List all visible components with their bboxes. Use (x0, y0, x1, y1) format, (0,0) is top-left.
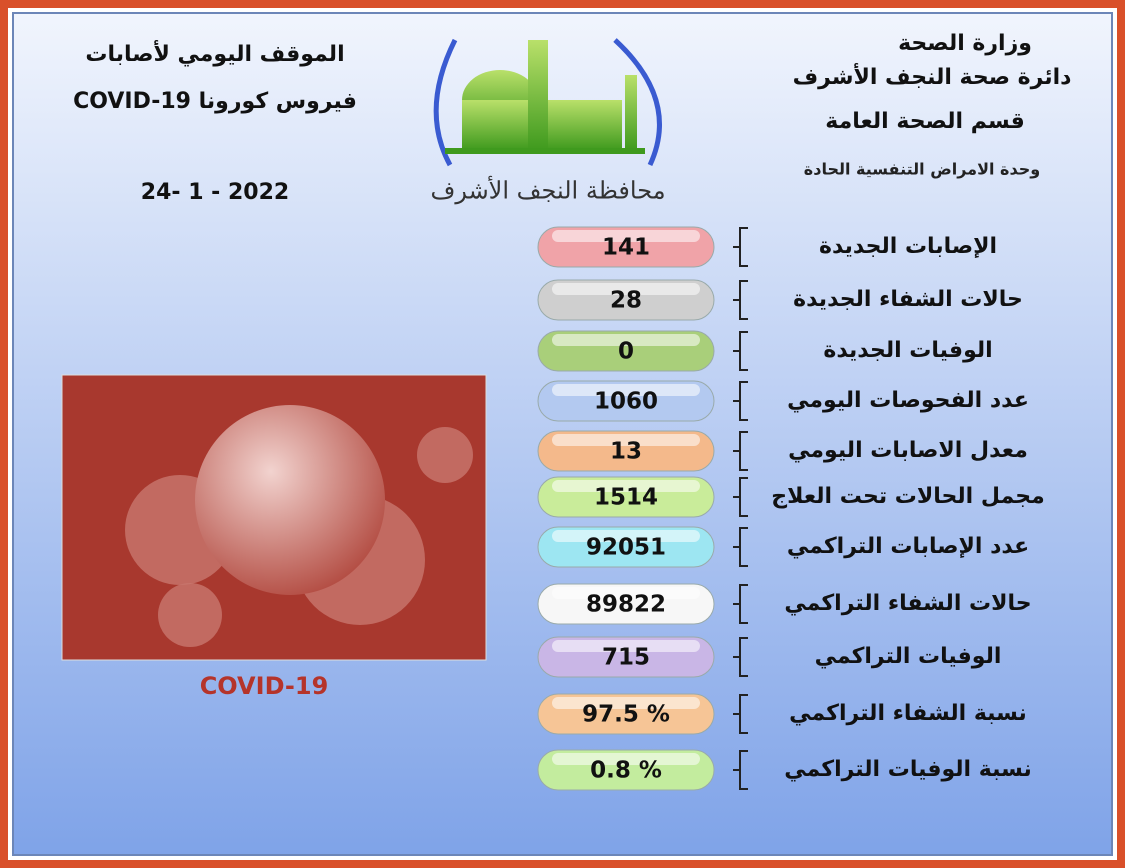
pill-shine (552, 697, 700, 709)
bracket (733, 637, 748, 677)
title-line1: الموقف اليومي لأصابات (85, 39, 344, 67)
stat-label: نسبة الوفيات التراكمي (784, 757, 1031, 782)
pill-shine (552, 753, 700, 765)
stat-value: 715 (602, 645, 650, 671)
stat-label: معدل الاصابات اليومي (788, 438, 1028, 463)
stat-value: 0.8 % (590, 758, 662, 784)
directorate: دائرة صحة النجف الأشرف (793, 62, 1072, 90)
stat-value: 97.5 % (582, 702, 670, 728)
pill-shine (552, 283, 700, 295)
image-caption: COVID-19 (200, 672, 329, 700)
pill-shine (552, 334, 700, 346)
stat-label: عدد الفحوصات اليومي (787, 388, 1029, 413)
pill-shine (552, 230, 700, 242)
stat-label: نسبة الشفاء التراكمي (789, 701, 1027, 726)
department: قسم الصحة العامة (825, 109, 1024, 134)
stat-value: 92051 (586, 535, 666, 561)
bracket (733, 584, 748, 624)
bracket (733, 280, 748, 320)
stat-label: الوفيات التراكمي (815, 644, 1002, 669)
bracket (733, 750, 748, 790)
stat-value: 0 (618, 339, 634, 365)
stat-label: الوفيات الجديدة (823, 338, 992, 363)
stat-value: 28 (610, 288, 642, 314)
virus-image (61, 374, 487, 661)
stat-value: 1060 (594, 389, 658, 415)
logo-caption: محافظة النجف الأشرف (430, 175, 665, 205)
bracket (733, 431, 748, 471)
pill-shine (552, 530, 700, 542)
bracket (733, 694, 748, 734)
title-line2: فيروس كورونا COVID-19 (73, 89, 357, 114)
ministry: وزارة الصحة (898, 31, 1032, 56)
stat-value: 89822 (586, 592, 666, 618)
bracket (733, 227, 748, 267)
bracket (733, 381, 748, 421)
bracket (733, 331, 748, 371)
unit: وحدة الامراض التنفسية الحادة (804, 160, 1040, 179)
stats: 141 الإصابات الجديدة 28 حالات الشفاء الجديد… (537, 226, 1045, 791)
logo (433, 38, 662, 167)
stat-value: 13 (610, 439, 642, 465)
stat-label: الإصابات الجديدة (819, 234, 997, 259)
bracket (733, 477, 748, 517)
stat-value: 1514 (594, 485, 658, 511)
pill-shine (552, 640, 700, 652)
stat-value: 141 (602, 235, 650, 261)
date: 24- 1 - 2022 (141, 180, 289, 205)
pill-shine (552, 480, 700, 492)
stat-label: حالات الشفاء التراكمي (784, 591, 1031, 616)
bracket (733, 527, 748, 567)
stat-label: حالات الشفاء الجديدة (793, 287, 1023, 312)
pill-shine (552, 384, 700, 396)
stat-label: مجمل الحالات تحت العلاج (771, 484, 1044, 509)
pill-shine (552, 587, 700, 599)
pill-shine (552, 434, 700, 446)
stat-label: عدد الإصابات التراكمي (787, 534, 1029, 559)
